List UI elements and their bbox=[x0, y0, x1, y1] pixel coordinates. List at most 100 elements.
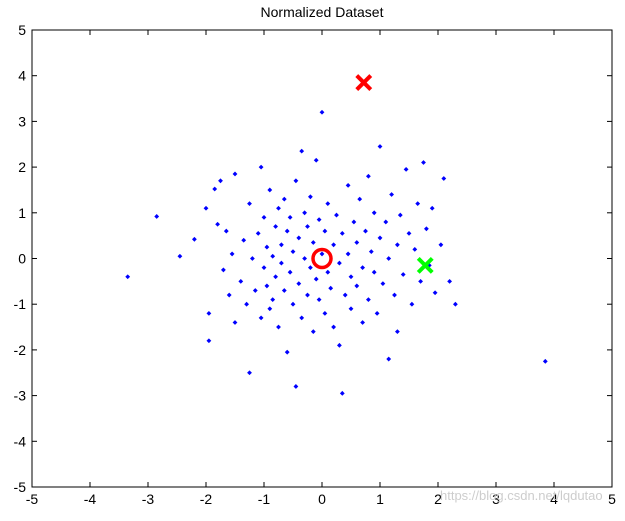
data-point bbox=[267, 306, 273, 312]
data-point bbox=[221, 267, 226, 273]
data-point bbox=[331, 242, 336, 248]
data-point bbox=[212, 186, 218, 192]
data-point bbox=[371, 269, 377, 275]
data-point bbox=[354, 240, 360, 245]
data-point bbox=[337, 342, 342, 348]
data-point bbox=[316, 217, 322, 223]
data-point bbox=[264, 283, 270, 289]
data-point bbox=[264, 244, 270, 250]
data-point bbox=[400, 272, 406, 277]
data-point bbox=[319, 251, 325, 257]
data-point bbox=[412, 246, 418, 252]
y-tick-label: -2 bbox=[14, 342, 27, 358]
data-point bbox=[429, 205, 435, 211]
data-point bbox=[125, 274, 131, 280]
data-point bbox=[232, 320, 238, 325]
data-point bbox=[258, 164, 264, 170]
y-tick-label: 0 bbox=[18, 251, 26, 267]
data-point bbox=[342, 292, 348, 298]
data-point bbox=[403, 166, 409, 172]
data-point bbox=[192, 236, 197, 242]
data-point bbox=[305, 292, 310, 298]
data-point bbox=[287, 269, 293, 275]
data-point bbox=[281, 196, 287, 202]
data-point bbox=[223, 228, 229, 234]
data-point bbox=[308, 265, 313, 271]
data-point bbox=[319, 109, 325, 115]
data-point bbox=[395, 329, 400, 335]
data-point bbox=[322, 310, 328, 316]
chart-title: Normalized Dataset bbox=[261, 4, 384, 20]
data-point bbox=[360, 265, 365, 271]
data-point bbox=[299, 315, 305, 321]
x-tick-label: 5 bbox=[608, 491, 616, 507]
data-point bbox=[252, 288, 258, 293]
data-point bbox=[406, 230, 412, 236]
data-point bbox=[273, 224, 278, 229]
x-tick-label: -4 bbox=[84, 491, 97, 507]
y-tick-label: 5 bbox=[18, 22, 26, 38]
data-point bbox=[313, 276, 319, 282]
data-point bbox=[281, 288, 287, 293]
data-point bbox=[371, 210, 377, 216]
data-point bbox=[258, 315, 264, 321]
data-point bbox=[337, 260, 342, 266]
data-point bbox=[279, 242, 284, 248]
data-point bbox=[377, 144, 383, 149]
data-point bbox=[247, 370, 252, 376]
data-point bbox=[261, 265, 267, 271]
y-tick-label: -1 bbox=[14, 296, 27, 312]
x-marker-stroke bbox=[355, 74, 373, 91]
data-point bbox=[154, 214, 160, 219]
data-point bbox=[302, 210, 307, 216]
data-point bbox=[279, 260, 284, 266]
data-point bbox=[284, 349, 290, 355]
data-point bbox=[261, 214, 267, 220]
y-tick-label: -5 bbox=[14, 479, 27, 495]
data-point bbox=[206, 338, 212, 344]
data-point bbox=[296, 281, 302, 287]
data-point bbox=[360, 320, 365, 325]
x-marker-stroke bbox=[416, 256, 434, 274]
data-point bbox=[287, 214, 293, 220]
data-point bbox=[276, 205, 281, 211]
data-point bbox=[305, 224, 310, 229]
data-point bbox=[331, 324, 336, 330]
data-point bbox=[218, 178, 223, 184]
data-point bbox=[424, 226, 429, 232]
data-point bbox=[366, 173, 371, 179]
data-point bbox=[441, 176, 447, 181]
data-point bbox=[316, 297, 322, 303]
x-tick-label: -5 bbox=[26, 491, 39, 507]
watermark-text: https://blog.csdn.net/lqdutao bbox=[440, 488, 603, 503]
data-point bbox=[250, 256, 255, 261]
data-point bbox=[203, 205, 209, 211]
y-tick-label: 4 bbox=[18, 68, 26, 84]
data-point bbox=[421, 160, 426, 165]
data-point bbox=[325, 201, 331, 207]
data-point bbox=[206, 310, 212, 316]
data-point bbox=[447, 278, 452, 284]
data-point bbox=[339, 230, 345, 236]
centroid-circle-marker bbox=[311, 247, 333, 270]
y-tick-label: 3 bbox=[18, 113, 26, 129]
data-point bbox=[354, 283, 360, 289]
data-point bbox=[345, 251, 351, 257]
data-point bbox=[308, 194, 313, 200]
data-point bbox=[438, 242, 444, 248]
data-point bbox=[293, 178, 299, 184]
y-tick-label: -4 bbox=[14, 433, 27, 449]
data-point bbox=[380, 281, 386, 287]
data-point bbox=[238, 278, 244, 284]
data-point bbox=[247, 201, 252, 207]
data-point bbox=[296, 235, 302, 241]
data-point bbox=[418, 278, 423, 284]
data-point bbox=[377, 235, 383, 241]
data-point bbox=[357, 196, 363, 202]
data-point bbox=[374, 310, 380, 316]
data-point bbox=[415, 201, 421, 207]
data-point bbox=[290, 301, 296, 307]
data-point bbox=[226, 292, 232, 298]
